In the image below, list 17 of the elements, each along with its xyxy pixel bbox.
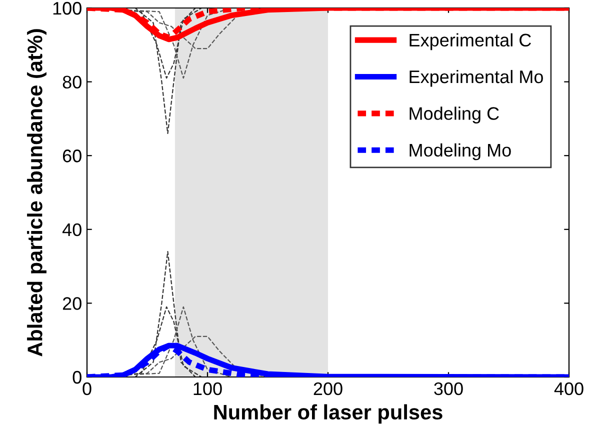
y-tick-label: 80 [62,76,82,89]
legend-label: Modeling Mo [410,143,511,160]
x-axis-title: Number of laser pulses [214,404,442,424]
y-tick-label: 60 [62,150,82,162]
x-tick-label: 300 [434,382,463,396]
legend-label: Modeling C [410,106,499,124]
y-tick-label: 0 [72,370,82,384]
x-tick-label: 0 [82,382,92,396]
y-tick-label: 20 [62,297,82,310]
legend-label: Experimental C [410,33,531,50]
y-axis-title: Ablated particle abundance (at%) [27,29,46,356]
legend-label: Experimental Mo [410,70,543,87]
x-tick-label: 200 [314,382,342,396]
x-tick-label: 100 [194,382,222,396]
y-tick-label: 40 [62,223,82,236]
x-tick-label: 400 [554,382,584,396]
y-tick-label: 100 [53,2,82,15]
